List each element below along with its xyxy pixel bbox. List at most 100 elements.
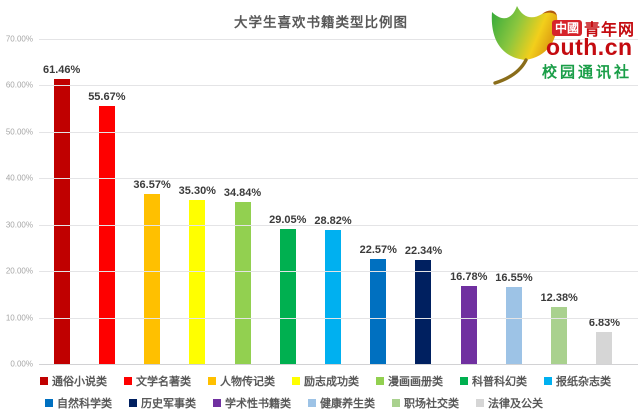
- brand-name: 青年网: [584, 22, 636, 39]
- legend-swatch: [208, 376, 216, 385]
- bar-历史军事类: 22.34%: [405, 245, 442, 364]
- legend-label: 科普科幻类: [472, 375, 527, 388]
- legend-item-励志成功类: 励志成功类: [292, 373, 359, 389]
- bar-法律及公关: 6.83%: [589, 317, 620, 364]
- plot-area: 61.46% 55.67% 36.57% 35.30% 34.84% 29.05% 28.8…: [6, 35, 638, 369]
- y-axis-tick-label: 20.00%: [5, 266, 33, 276]
- legend-item-健康养生类: 健康养生类: [308, 395, 375, 411]
- brand-line: 中國 青年网: [552, 16, 635, 40]
- legend-label: 励志成功类: [304, 375, 359, 388]
- bars: 61.46% 55.67% 36.57% 35.30% 34.84% 29.05% 28.8…: [39, 39, 627, 364]
- legend-label: 职场社交类: [404, 397, 459, 410]
- bar-励志成功类: 35.30%: [179, 185, 216, 364]
- y-axis-tick-label: 0.00%: [10, 359, 33, 369]
- legend-label: 健康养生类: [320, 397, 375, 410]
- legend-swatch: [392, 398, 400, 407]
- legend: 通俗小说类 文学名著类 人物传记类 励志成功类 漫画画册类 科普科幻类 报纸杂志类 自然科学…: [0, 372, 642, 416]
- bar-slot: 12.38%: [537, 39, 582, 364]
- legend-label: 文学名著类: [136, 375, 191, 388]
- ginkgo-leaf-icon: [491, 6, 558, 85]
- legend-item-法律及公关: 法律及公关: [476, 395, 543, 411]
- y-axis-tick-label: 60.00%: [5, 80, 33, 90]
- bar-报纸杂志类: 28.82%: [314, 215, 352, 364]
- legend-item-报纸杂志类: 报纸杂志类: [544, 373, 611, 389]
- gridline: 70.00%: [6, 35, 638, 44]
- legend-swatch: [213, 398, 221, 407]
- legend-item-通俗小说类: 通俗小说类: [40, 373, 107, 389]
- bar-slot: 22.34%: [401, 39, 446, 364]
- gridline: 40.00%: [6, 174, 638, 183]
- legend-label: 漫画画册类: [388, 375, 443, 388]
- legend-swatch: [376, 376, 384, 385]
- bar-slot: 34.84%: [220, 39, 265, 364]
- bar-slot: 28.82%: [310, 39, 355, 364]
- legend-row-1: 通俗小说类 文学名著类 人物传记类 励志成功类 漫画画册类 科普科幻类 报纸杂志类: [0, 372, 642, 389]
- legend-item-文学名著类: 文学名著类: [124, 373, 191, 389]
- bar-value-label: 16.78%: [450, 271, 488, 284]
- youth-cn-logo: 中國 青年网 outh.cn 校园通讯社: [484, 0, 642, 88]
- gridline: 20.00%: [6, 267, 638, 276]
- legend-swatch: [476, 398, 484, 407]
- bar-slot: 16.55%: [491, 39, 536, 364]
- bar-健康养生类: 16.55%: [495, 272, 533, 364]
- legend-label: 人物传记类: [220, 375, 275, 388]
- bar-value-label: 55.67%: [88, 90, 126, 103]
- y-axis-tick-label: 50.00%: [5, 127, 33, 137]
- legend-item-职场社交类: 职场社交类: [392, 395, 459, 411]
- bar-value-label: 29.05%: [269, 214, 307, 227]
- brand-badge: 中國: [552, 20, 583, 36]
- bar-slot: 61.46%: [39, 39, 84, 364]
- gridline: 30.00%: [6, 220, 638, 229]
- bar-value-label: 12.38%: [540, 291, 578, 304]
- y-axis-tick-label: 10.00%: [5, 313, 33, 323]
- logo-wordmark: outh.cn: [546, 34, 633, 60]
- gridline: 0.00%: [10, 360, 638, 369]
- logo-subtitle: 校园通讯社: [542, 65, 633, 81]
- legend-item-自然科学类: 自然科学类: [45, 395, 112, 411]
- legend-item-科普科幻类: 科普科幻类: [460, 373, 527, 389]
- y-axis-tick-label: 70.00%: [5, 34, 33, 44]
- bar-自然科学类: 22.57%: [360, 244, 397, 364]
- gridline: 60.00%: [6, 81, 638, 90]
- legend-label: 历史军事类: [141, 397, 196, 410]
- legend-item-学术性书籍类: 学术性书籍类: [213, 395, 291, 411]
- gridline: 50.00%: [6, 127, 638, 136]
- legend-swatch: [308, 398, 316, 407]
- legend-label: 通俗小说类: [52, 375, 107, 388]
- bar-value-label: 22.34%: [404, 245, 443, 258]
- bar-文学名著类: 55.67%: [88, 91, 126, 364]
- legend-label: 学术性书籍类: [225, 397, 291, 410]
- y-axis-tick-label: 30.00%: [5, 220, 33, 230]
- bar-value-label: 61.46%: [42, 63, 81, 76]
- legend-item-人物传记类: 人物传记类: [208, 373, 275, 389]
- bar-value-label: 16.55%: [495, 272, 533, 285]
- bar-value-label: 35.30%: [178, 185, 216, 198]
- legend-label: 法律及公关: [488, 397, 543, 410]
- bar-科普科幻类: 29.05%: [269, 214, 306, 364]
- legend-swatch: [124, 376, 132, 385]
- bar-value-label: 34.84%: [223, 187, 262, 200]
- legend-row-2: 自然科学类 历史军事类 学术性书籍类 健康养生类 职场社交类 法律及公关: [0, 394, 642, 411]
- legend-label: 报纸杂志类: [556, 375, 611, 388]
- legend-swatch: [40, 376, 48, 385]
- bar-职场社交类: 12.38%: [541, 292, 578, 364]
- bar-通俗小说类: 61.46%: [43, 64, 80, 364]
- legend-swatch: [544, 376, 552, 385]
- bar-人物传记类: 36.57%: [133, 179, 171, 364]
- legend-swatch: [129, 398, 137, 407]
- y-axis-tick-label: 40.00%: [5, 173, 33, 183]
- legend-item-历史军事类: 历史军事类: [129, 395, 196, 411]
- bar-value-label: 28.82%: [314, 215, 352, 228]
- legend-swatch: [460, 376, 468, 385]
- bar-slot: 22.57%: [356, 39, 401, 364]
- bar-学术性书籍类: 16.78%: [450, 271, 487, 364]
- bar-slot: 36.57%: [129, 39, 174, 364]
- legend-label: 自然科学类: [57, 397, 112, 410]
- bar-slot: 55.67%: [84, 39, 129, 364]
- bar-value-label: 22.57%: [359, 244, 397, 257]
- bar-value-label: 36.57%: [133, 179, 171, 192]
- bar-slot: 6.83%: [582, 39, 627, 364]
- chart-title: 大学生喜欢书籍类型比例图: [234, 15, 408, 30]
- gridline: 10.00%: [6, 313, 638, 322]
